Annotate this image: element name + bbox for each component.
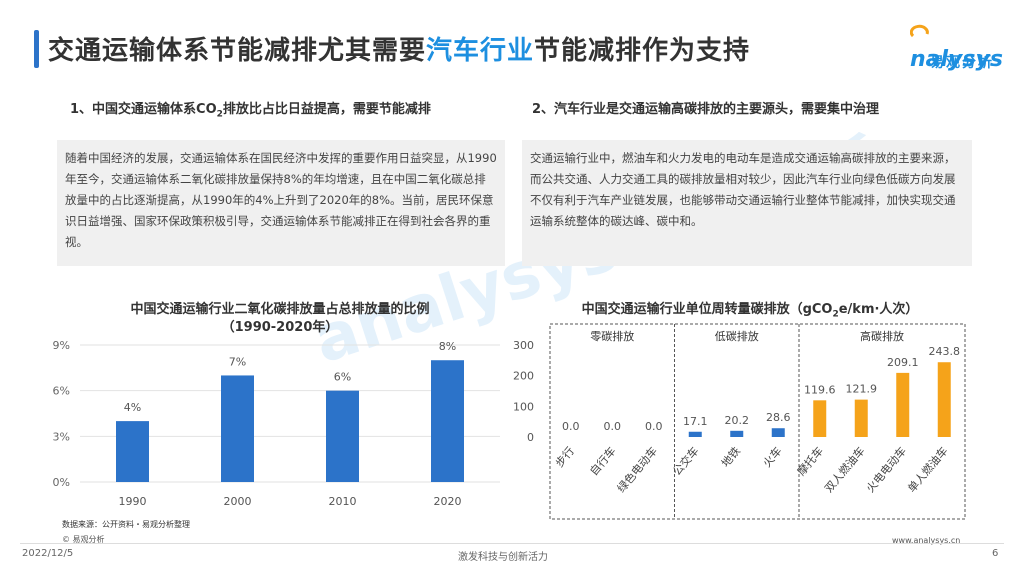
data-label: 243.8	[929, 345, 961, 358]
x-tick-label: 火车	[760, 444, 785, 470]
bar	[221, 375, 254, 482]
data-label: 7%	[229, 355, 246, 368]
bar	[116, 421, 149, 482]
y-tick-label: 100	[513, 400, 534, 413]
bar	[813, 400, 827, 437]
group-label: 零碳排放	[590, 329, 634, 343]
x-tick-label: 自行车	[587, 444, 619, 478]
data-label: 17.1	[683, 415, 708, 428]
footer-slogan: 激发科技与创新活力	[458, 552, 548, 563]
y-tick-label: 3%	[53, 430, 70, 443]
x-tick-label: 单人燃油车	[904, 444, 950, 495]
chart-frame	[549, 323, 966, 520]
x-tick-label: 2020	[434, 495, 462, 508]
y-tick-label: 200	[513, 370, 534, 383]
bar	[431, 360, 464, 482]
y-tick-label: 6%	[53, 385, 70, 398]
y-tick-label: 300	[513, 339, 534, 352]
data-label: 8%	[439, 340, 456, 353]
data-source: 数据来源：公开资料・易观分析整理	[62, 520, 190, 529]
left-section-heading: 1、中国交通运输体系CO2排放比占比日益提高，需要节能减排	[70, 102, 431, 120]
bar	[937, 362, 951, 437]
data-label: 20.2	[725, 414, 750, 427]
x-tick-label: 1990	[119, 495, 147, 508]
right-chart-title: 中国交通运输行业单位周转量碳排放（gCO2e/km·人次）	[581, 302, 919, 320]
group-label: 低碳排放	[715, 329, 759, 343]
left-chart-title: 中国交通运输行业二氧化碳排放量占总排放量的比例 （1990-2020年）	[130, 302, 430, 335]
data-label: 0.0	[562, 420, 580, 433]
x-tick-label: 步行	[553, 445, 577, 470]
x-tick-label: 2010	[329, 495, 357, 508]
data-label: 28.6	[766, 411, 791, 424]
data-label: 0.0	[645, 420, 663, 433]
x-tick-label: 地铁	[719, 445, 743, 470]
x-tick-label: 2000	[224, 495, 252, 508]
analysys-logo: nalysys 易观分析	[909, 22, 1010, 76]
footer-date: 2022/12/5	[22, 548, 74, 559]
footer-url: www.analysys.cn	[892, 536, 961, 545]
emission-share-bar-chart: 0% 3% 6% 9% 4% 1990 7% 2000 6% 2010 8% 2020	[53, 339, 500, 508]
data-label: 4%	[124, 401, 141, 414]
bar	[688, 431, 702, 437]
right-text-box: 交通运输行业中，燃油车和火力发电的电动车是造成交通运输高碳排放的主要来源，而公共…	[522, 140, 972, 266]
logo-text: nalysys	[909, 22, 1010, 72]
left-text-box: 随着中国经济的发展，交通运输体系在国民经济中发挥的重要作用日益突显，从1990年…	[57, 140, 505, 266]
x-tick-label: 火电电动车	[863, 444, 909, 495]
unit-emission-bar-chart: 0 100 200 300 零碳排放 0.0 步行 0.0 自行车 0.0 绿色电动车 低碳排放 17.…	[513, 323, 966, 520]
page-title: 交通运输体系节能减排尤其需要汽车行业节能减排作为支持	[48, 36, 751, 66]
logo-swirl-icon	[909, 24, 929, 38]
y-tick-label: 9%	[53, 339, 70, 352]
page-number: 6	[992, 548, 999, 559]
data-label: 121.9	[846, 383, 878, 396]
bar	[896, 372, 910, 437]
x-tick-label: 双人燃油车	[821, 444, 867, 495]
data-label: 119.6	[804, 383, 836, 396]
data-label: 6%	[334, 371, 351, 384]
right-section-heading: 2、汽车行业是交通运输高碳排放的主要源头，需要集中治理	[532, 102, 880, 117]
data-label: 209.1	[887, 356, 919, 369]
x-tick-label: 绿色电动车	[614, 444, 660, 495]
logo-cn-text: 易观分析	[930, 55, 994, 71]
page-title-highlight: 汽车行业	[426, 36, 535, 66]
bar	[730, 430, 744, 437]
group-label: 高碳排放	[860, 329, 904, 343]
title-accent-bar	[34, 30, 39, 68]
bar	[771, 428, 785, 437]
footer-divider	[20, 543, 1004, 544]
data-label: 0.0	[604, 420, 622, 433]
footer-logo: © 易观分析	[62, 535, 105, 544]
y-tick-label: 0%	[53, 476, 70, 489]
bar	[854, 399, 868, 437]
bar	[326, 390, 359, 482]
y-tick-label: 0	[527, 431, 534, 444]
